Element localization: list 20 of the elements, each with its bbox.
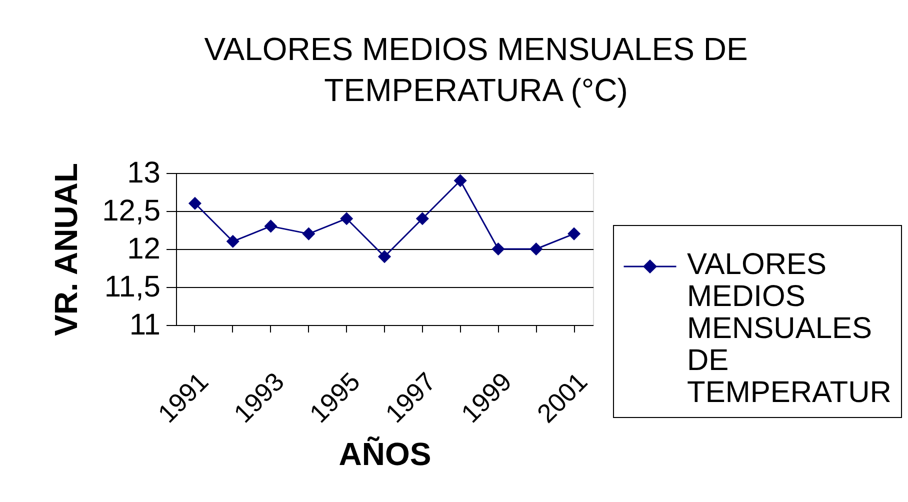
y-tick-label: 11,5	[104, 270, 160, 304]
point	[530, 242, 543, 256]
point	[492, 242, 505, 256]
y-tick-label: 13	[127, 156, 160, 190]
y-tick-label: 11	[129, 308, 160, 342]
point	[302, 227, 316, 240]
chart-title: VALORES MEDIOS MENSUALES DE TEMPERATURA (°C)	[204, 31, 748, 108]
point	[568, 227, 581, 240]
point	[340, 212, 354, 226]
point	[264, 220, 278, 233]
point	[378, 250, 392, 264]
point	[188, 196, 202, 210]
point	[226, 234, 240, 248]
x-axis-title: AÑOS	[338, 436, 432, 472]
y-axis-title: VR. ANUAL	[48, 162, 84, 336]
point	[416, 212, 429, 226]
y-tick-label: 12,5	[102, 194, 160, 228]
y-tick-label: 12	[127, 232, 160, 266]
legend-label: VALORES MEDIOS MENSUALES DE TEMPERATUR	[687, 248, 892, 409]
point	[454, 174, 467, 188]
